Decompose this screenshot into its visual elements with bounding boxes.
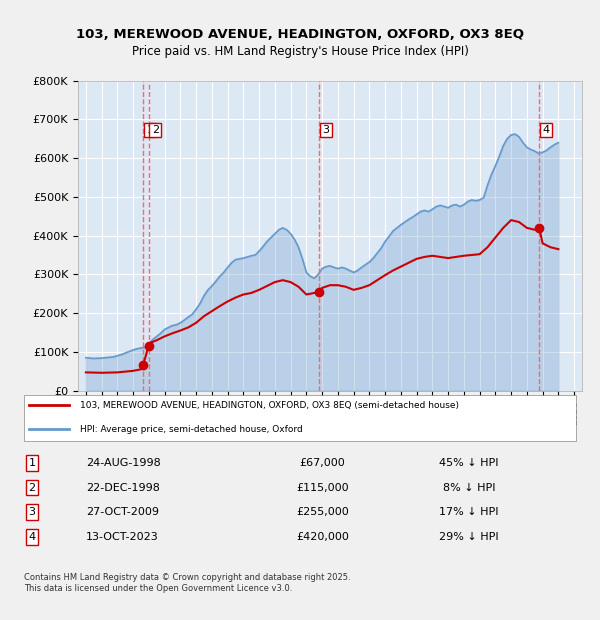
Text: £420,000: £420,000 xyxy=(296,532,349,542)
Text: £255,000: £255,000 xyxy=(296,507,349,517)
Text: 4: 4 xyxy=(542,125,550,135)
Text: 13-OCT-2023: 13-OCT-2023 xyxy=(86,532,158,542)
Text: 29% ↓ HPI: 29% ↓ HPI xyxy=(439,532,499,542)
Text: 103, MEREWOOD AVENUE, HEADINGTON, OXFORD, OX3 8EQ: 103, MEREWOOD AVENUE, HEADINGTON, OXFORD… xyxy=(76,28,524,41)
Text: 2: 2 xyxy=(152,125,159,135)
Text: 24-AUG-1998: 24-AUG-1998 xyxy=(86,458,160,468)
Text: 3: 3 xyxy=(29,507,35,517)
Text: 1: 1 xyxy=(29,458,35,468)
Text: £115,000: £115,000 xyxy=(296,483,349,493)
Text: 2: 2 xyxy=(29,483,35,493)
Text: Price paid vs. HM Land Registry's House Price Index (HPI): Price paid vs. HM Land Registry's House … xyxy=(131,45,469,58)
Text: 1: 1 xyxy=(146,125,154,135)
Text: 103, MEREWOOD AVENUE, HEADINGTON, OXFORD, OX3 8EQ (semi-detached house): 103, MEREWOOD AVENUE, HEADINGTON, OXFORD… xyxy=(80,401,459,410)
Text: 22-DEC-1998: 22-DEC-1998 xyxy=(86,483,160,493)
Text: HPI: Average price, semi-detached house, Oxford: HPI: Average price, semi-detached house,… xyxy=(80,425,303,433)
FancyBboxPatch shape xyxy=(23,395,577,441)
Text: Contains HM Land Registry data © Crown copyright and database right 2025.
This d: Contains HM Land Registry data © Crown c… xyxy=(24,574,350,593)
Text: 27-OCT-2009: 27-OCT-2009 xyxy=(86,507,158,517)
Text: 8% ↓ HPI: 8% ↓ HPI xyxy=(443,483,496,493)
Text: £67,000: £67,000 xyxy=(299,458,346,468)
Text: 3: 3 xyxy=(322,125,329,135)
Text: 45% ↓ HPI: 45% ↓ HPI xyxy=(439,458,499,468)
Text: 17% ↓ HPI: 17% ↓ HPI xyxy=(439,507,499,517)
Text: 4: 4 xyxy=(29,532,35,542)
